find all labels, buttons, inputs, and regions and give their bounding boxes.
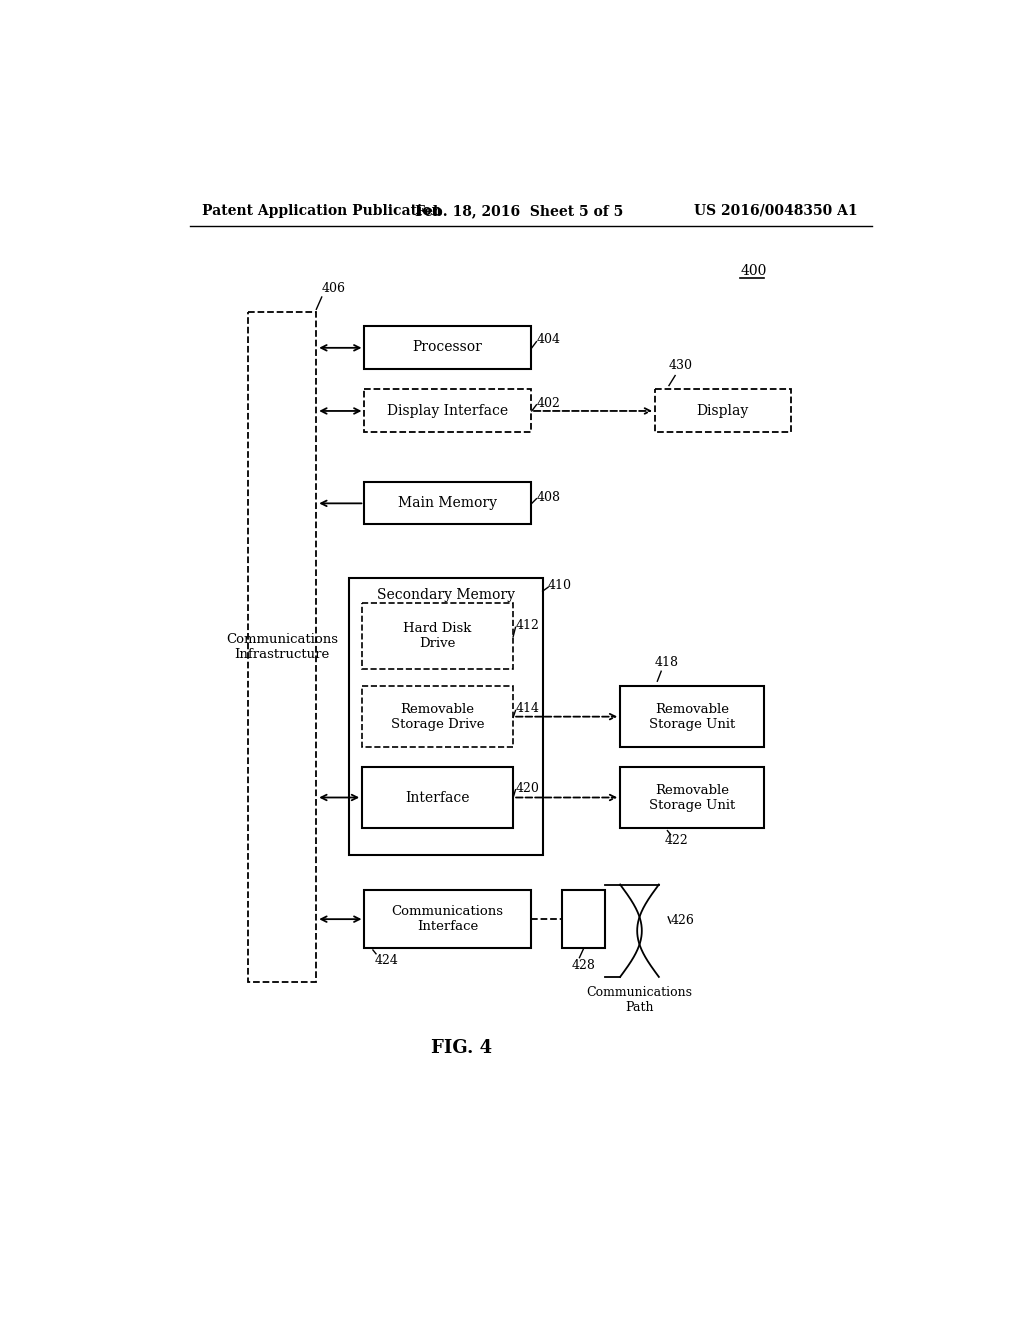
- Text: 414: 414: [515, 702, 540, 715]
- Text: Feb. 18, 2016  Sheet 5 of 5: Feb. 18, 2016 Sheet 5 of 5: [415, 203, 623, 218]
- Text: 410: 410: [548, 579, 572, 593]
- Text: Communications
Path: Communications Path: [587, 986, 692, 1014]
- Bar: [621, 767, 764, 829]
- Bar: [248, 313, 316, 982]
- Bar: [621, 686, 764, 747]
- Text: 408: 408: [537, 491, 560, 504]
- Text: 402: 402: [537, 397, 560, 409]
- Text: Interface: Interface: [406, 791, 470, 804]
- Text: Display Interface: Display Interface: [387, 404, 508, 417]
- Text: 412: 412: [515, 619, 540, 632]
- Text: 424: 424: [375, 954, 398, 966]
- Text: US 2016/0048350 A1: US 2016/0048350 A1: [693, 203, 857, 218]
- Text: 400: 400: [740, 264, 767, 277]
- Bar: [562, 890, 604, 948]
- Bar: [655, 389, 791, 432]
- Bar: [362, 603, 513, 669]
- Bar: [362, 767, 513, 829]
- Text: 422: 422: [665, 834, 688, 847]
- Text: FIG. 4: FIG. 4: [431, 1039, 492, 1057]
- Text: 428: 428: [571, 960, 595, 973]
- Bar: [349, 578, 543, 855]
- Text: Communications
Infrastructure: Communications Infrastructure: [226, 634, 338, 661]
- Text: 406: 406: [322, 282, 346, 296]
- Text: 404: 404: [537, 333, 560, 346]
- Text: 418: 418: [655, 656, 679, 669]
- Text: Hard Disk
Drive: Hard Disk Drive: [403, 622, 472, 651]
- Text: 430: 430: [669, 359, 693, 372]
- Text: Main Memory: Main Memory: [398, 496, 498, 510]
- Text: 426: 426: [671, 915, 694, 927]
- Text: Secondary Memory: Secondary Memory: [377, 587, 515, 602]
- Text: Processor: Processor: [413, 341, 482, 355]
- Text: Removable
Storage Unit: Removable Storage Unit: [648, 784, 735, 812]
- Text: Display: Display: [696, 404, 749, 417]
- Text: Communications
Interface: Communications Interface: [392, 904, 504, 933]
- Bar: [365, 482, 531, 524]
- Text: Removable
Storage Unit: Removable Storage Unit: [648, 702, 735, 731]
- Text: Removable
Storage Drive: Removable Storage Drive: [391, 702, 484, 731]
- Bar: [365, 389, 531, 432]
- Bar: [362, 686, 513, 747]
- Text: Patent Application Publication: Patent Application Publication: [202, 203, 441, 218]
- Text: 420: 420: [515, 781, 540, 795]
- Bar: [365, 890, 531, 948]
- Bar: [365, 326, 531, 368]
